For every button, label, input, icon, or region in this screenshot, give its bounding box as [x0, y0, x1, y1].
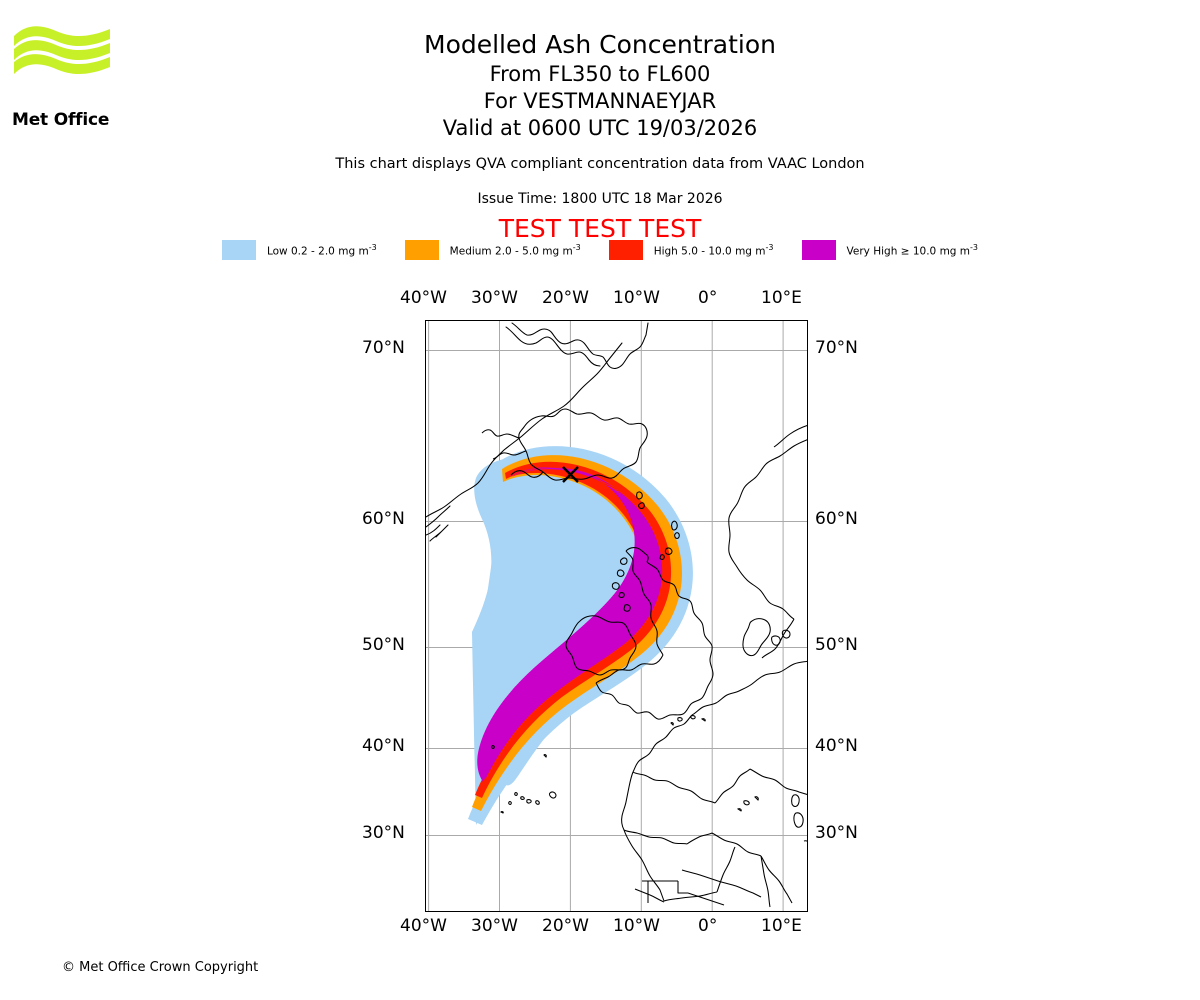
coastline-shetland-orkney	[659, 520, 680, 561]
coastline-ireland	[565, 615, 637, 676]
chart-title-block: Modelled Ash Concentration From FL350 to…	[0, 28, 1200, 142]
lon-label-bottom-1: 30°W	[471, 916, 518, 936]
coastlines	[426, 322, 649, 542]
lat-label-right-3: 40°N	[815, 736, 858, 756]
legend-label-low: Low 0.2 - 2.0 mg m-3	[266, 242, 377, 258]
logo-brand-text: Met Office	[12, 110, 110, 130]
lat-label-left-0: 70°N	[362, 338, 405, 358]
map-canvas	[426, 321, 807, 911]
lon-label-bottom-3: 10°W	[613, 916, 660, 936]
test-banner: TEST TEST TEST	[498, 214, 702, 243]
coastline-iberia-africa	[621, 771, 793, 908]
plume-low-tail	[472, 459, 510, 641]
lon-label-top-2: 20°W	[542, 288, 589, 308]
plume-core-fill	[477, 468, 662, 782]
lon-label-top-3: 10°W	[613, 288, 660, 308]
met-office-waves-icon	[14, 26, 110, 75]
legend-swatch-medium	[404, 240, 439, 260]
legend-label-high: High 5.0 - 10.0 mg m-3	[653, 242, 774, 258]
coastline-iceland	[481, 408, 648, 481]
lon-label-bottom-2: 20°W	[542, 916, 589, 936]
coastline-greenland-spur	[426, 524, 449, 542]
lat-label-left-3: 40°N	[362, 736, 405, 756]
legend-swatch-high	[608, 240, 643, 260]
volcano-source-marker	[562, 466, 579, 483]
lon-label-bottom-4: 0°	[698, 916, 718, 936]
map-frame	[425, 320, 808, 912]
issue-time: Issue Time: 1800 UTC 18 Mar 2026	[477, 191, 723, 207]
lon-label-top-5: 10°E	[761, 288, 802, 308]
page-title: Modelled Ash Concentration	[424, 30, 776, 59]
lat-label-right-0: 70°N	[815, 338, 858, 358]
lat-label-right-1: 60°N	[815, 509, 858, 529]
legend-item-high: High 5.0 - 10.0 mg m-3	[608, 240, 774, 260]
coastline-greenland-far-west	[426, 505, 451, 528]
concentration-legend: Low 0.2 - 2.0 mg m-3 Medium 2.0 - 5.0 mg…	[0, 240, 1200, 260]
lat-label-right-2: 50°N	[815, 635, 858, 655]
legend-item-low: Low 0.2 - 2.0 mg m-3	[221, 240, 377, 260]
coastline-greenland-inner	[505, 326, 601, 367]
lon-label-top-4: 0°	[698, 288, 718, 308]
flight-level-range: From FL350 to FL600	[489, 62, 711, 86]
chart-subtitle: This chart displays QVA compliant concen…	[335, 156, 865, 172]
legend-item-very-high: Very High ≥ 10.0 mg m-3	[801, 240, 979, 260]
lon-label-top-1: 30°W	[471, 288, 518, 308]
lon-label-top-0: 40°W	[400, 288, 447, 308]
coastline-greenland	[511, 322, 649, 370]
met-office-logo: Met Office	[12, 22, 122, 130]
lat-label-left-1: 60°N	[362, 509, 405, 529]
coastline-britain	[595, 547, 714, 720]
legend-label-medium: Medium 2.0 - 5.0 mg m-3	[449, 242, 581, 258]
lon-label-bottom-0: 40°W	[400, 916, 447, 936]
lat-label-left-2: 50°N	[362, 635, 405, 655]
coastline-scandinavia	[728, 425, 807, 659]
lat-label-right-4: 30°N	[815, 823, 858, 843]
legend-item-medium: Medium 2.0 - 5.0 mg m-3	[404, 240, 581, 260]
legend-label-very-high: Very High ≥ 10.0 mg m-3	[846, 242, 979, 258]
volcano-name: For VESTMANNAEYJAR	[483, 89, 717, 113]
coastline-faroes	[636, 491, 645, 510]
coastline-greenland-west	[426, 342, 623, 518]
lat-label-left-4: 30°N	[362, 823, 405, 843]
lon-label-bottom-5: 10°E	[761, 916, 802, 936]
legend-swatch-low	[221, 240, 256, 260]
legend-swatch-very-high	[801, 240, 836, 260]
coastline-nw-europe	[632, 660, 807, 804]
valid-time: Valid at 0600 UTC 19/03/2026	[442, 116, 758, 140]
ash-concentration-map[interactable]: 40°W 30°W 20°W 10°W 0° 10°E 40°W 30°W 20…	[362, 288, 858, 936]
copyright-footer: © Met Office Crown Copyright	[62, 960, 259, 975]
coastline-atlantic-islands	[491, 715, 807, 842]
